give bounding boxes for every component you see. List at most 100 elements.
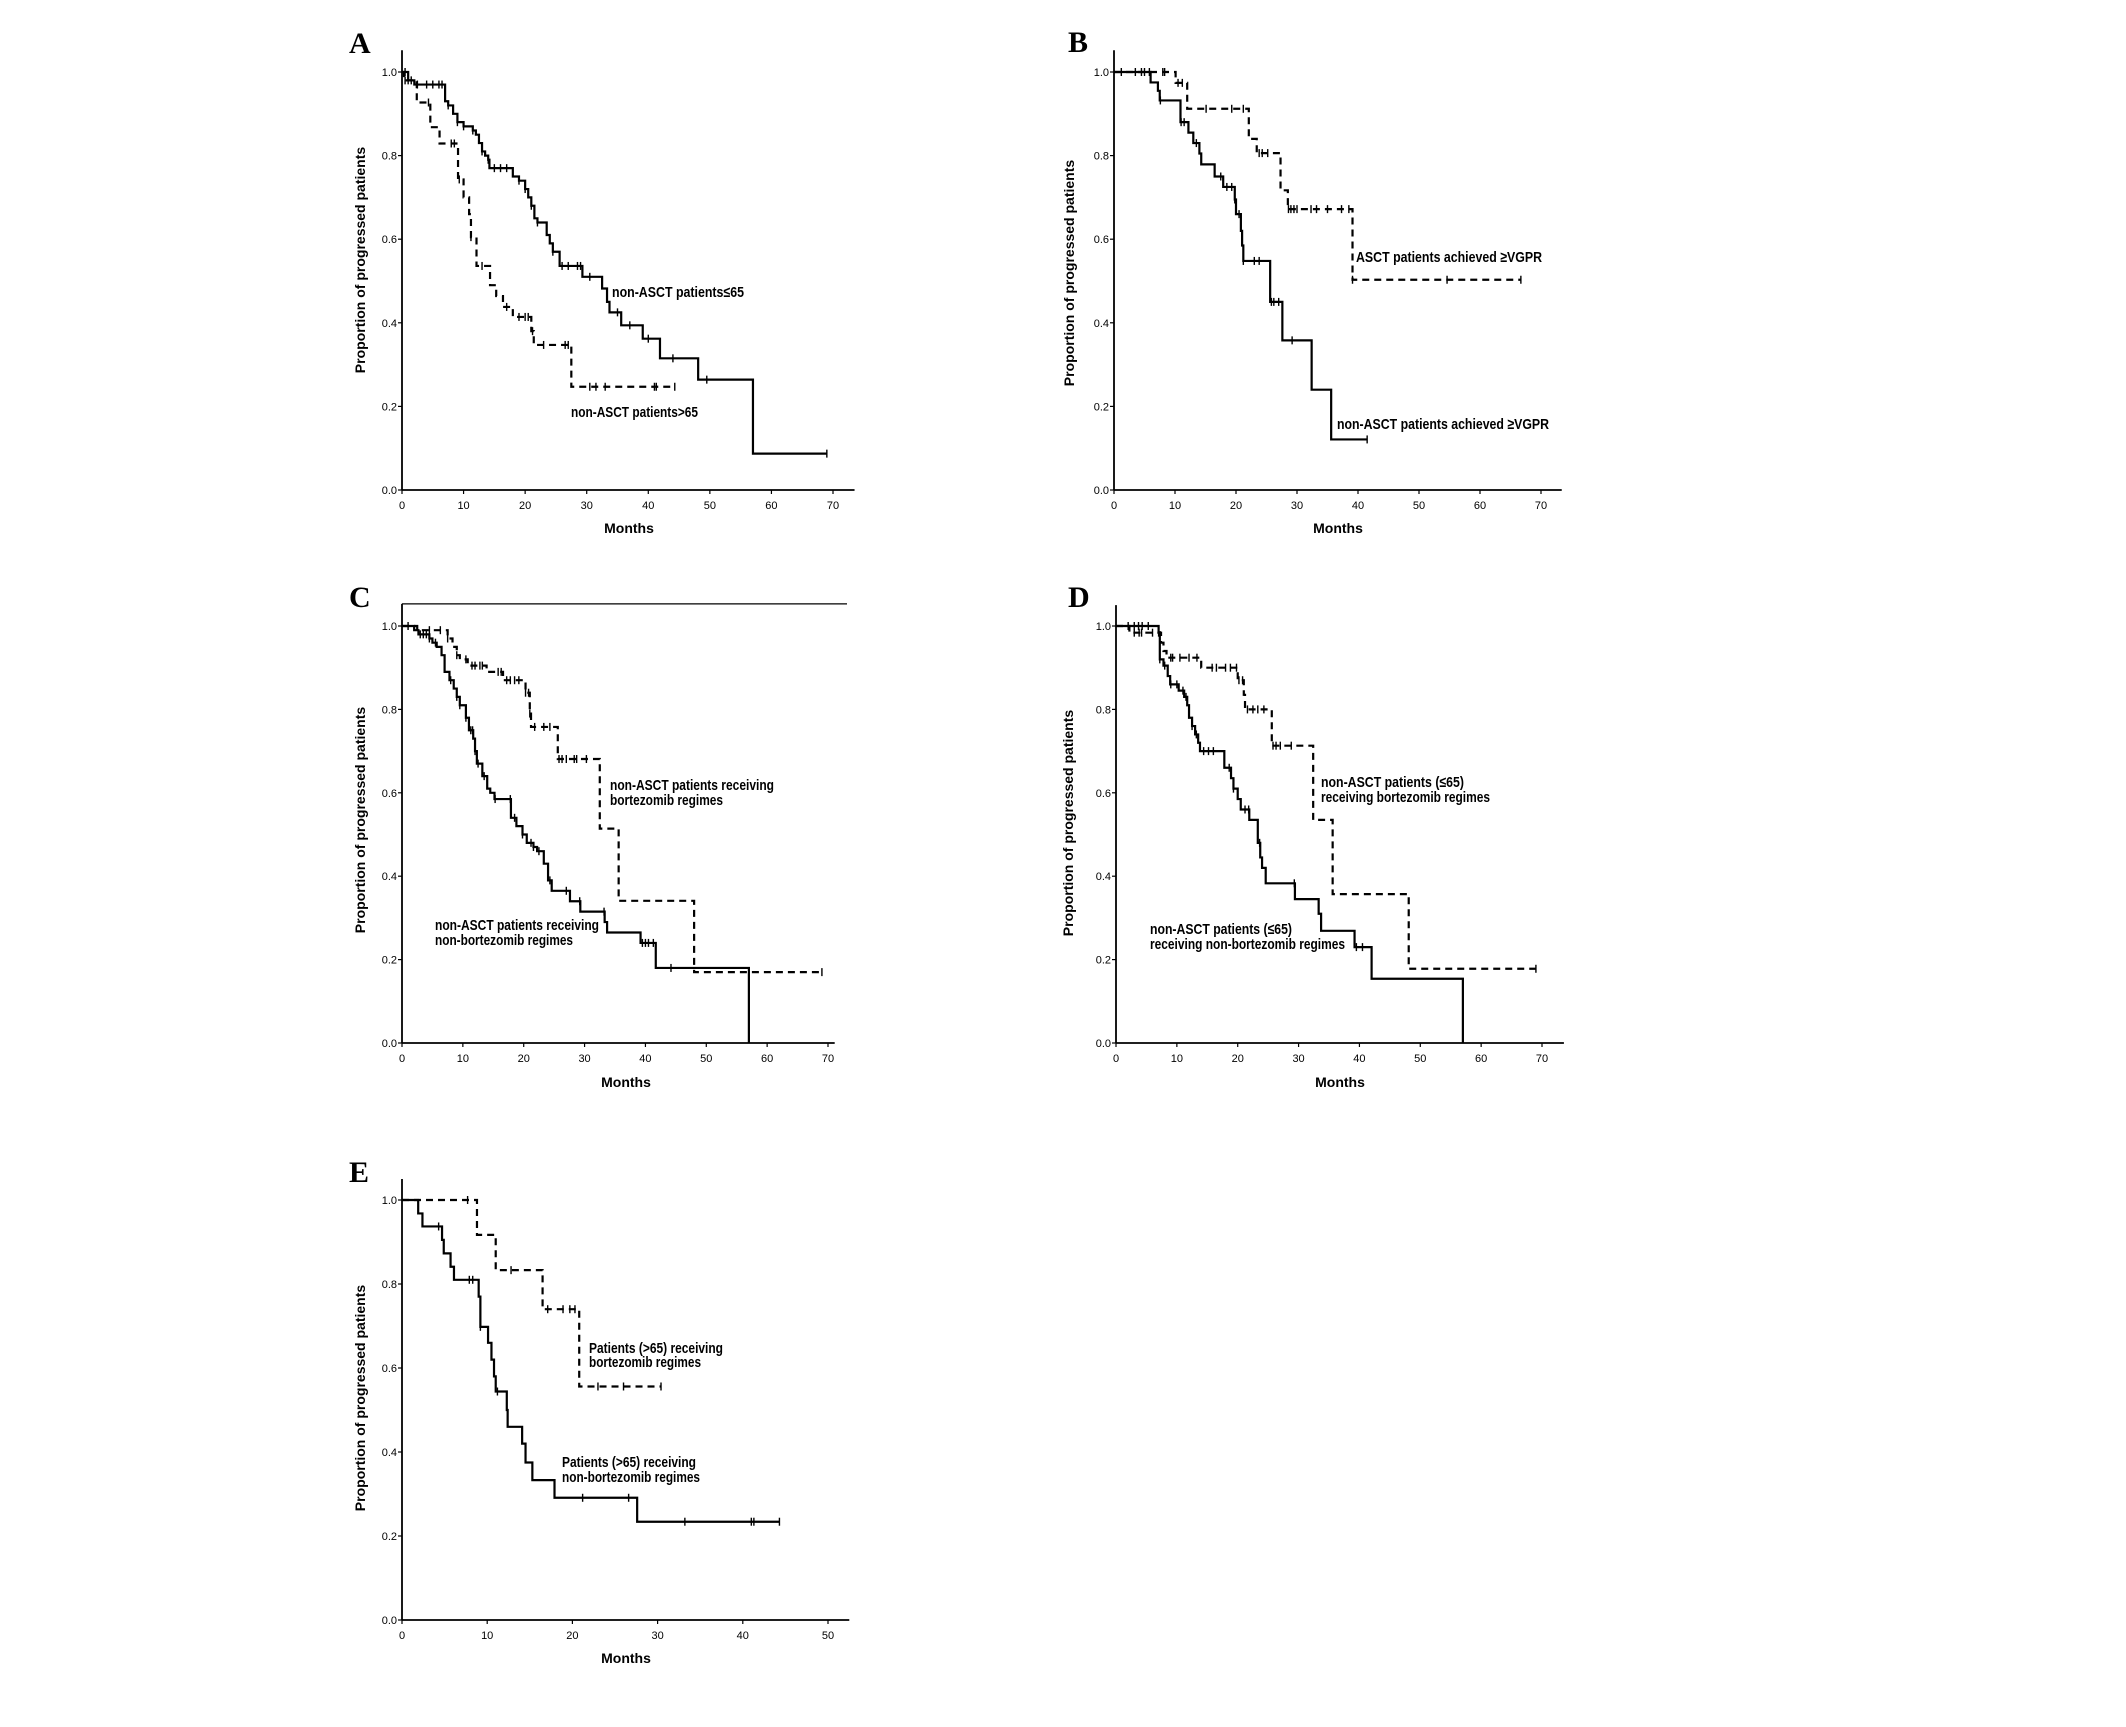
y-tick-label: 0.0 bbox=[382, 485, 397, 497]
km-curve-dashed bbox=[402, 70, 675, 388]
panel-d: D 0.0 0.2 0.4 0.6 0.8 1.0 0 10 20 30 40 50 60 70 Months… bbox=[1060, 581, 1564, 1090]
y-tick-label: 0.2 bbox=[382, 1531, 397, 1543]
x-tick-label: 60 bbox=[761, 1053, 773, 1065]
y-tick-label: 0.6 bbox=[1096, 788, 1111, 800]
x-axis-title: Months bbox=[601, 1650, 651, 1666]
series-label: non-bortezomib regimes bbox=[562, 1469, 700, 1486]
panel-letter: D bbox=[1068, 581, 1090, 614]
x-tick-label: 40 bbox=[1352, 500, 1364, 512]
y-tick-label: 1.0 bbox=[382, 1195, 397, 1207]
y-axis-title: Proportion of progressed patients bbox=[352, 147, 368, 374]
y-axis-title: Proportion of progressed patients bbox=[1061, 160, 1077, 387]
series-label: non-ASCT patients receiving bbox=[435, 917, 599, 934]
x-tick-label: 10 bbox=[1171, 1053, 1183, 1065]
x-tick-label: 0 bbox=[399, 1053, 405, 1065]
x-tick-label: 30 bbox=[581, 500, 593, 512]
y-tick-label: 0.4 bbox=[1094, 318, 1109, 330]
series-label: Patients (>65) receiving bbox=[589, 1340, 723, 1357]
panel-e: E 0.0 0.2 0.4 0.6 0.8 1.0 0 10 20 30 40 50 Months Prop… bbox=[349, 1156, 850, 1666]
x-tick-label: 20 bbox=[518, 1053, 530, 1065]
x-tick-label: 70 bbox=[1535, 500, 1547, 512]
x-tick-label: 10 bbox=[1169, 500, 1181, 512]
y-tick-label: 0.8 bbox=[1096, 704, 1111, 716]
y-tick-label: 0.8 bbox=[1094, 151, 1109, 163]
x-axis-title: Months bbox=[1313, 520, 1363, 536]
x-axis-title: Months bbox=[601, 1074, 651, 1090]
x-axis-title: Months bbox=[604, 520, 654, 536]
panel-b: B 0.0 0.2 0.4 0.6 0.8 1.0 0 10 20 30 40 50 60 70 Months… bbox=[1061, 26, 1562, 536]
km-curve-dashed bbox=[402, 624, 822, 974]
series-label: non-ASCT patients>65 bbox=[571, 404, 698, 421]
x-tick-label: 50 bbox=[700, 1053, 712, 1065]
x-tick-label: 30 bbox=[651, 1630, 663, 1642]
series-label: receiving bortezomib regimes bbox=[1321, 789, 1490, 806]
series-label: non-bortezomib regimes bbox=[435, 932, 573, 949]
y-tick-label: 0.0 bbox=[382, 1615, 397, 1627]
y-tick-label: 0.2 bbox=[1094, 401, 1109, 413]
y-tick-label: 0.6 bbox=[382, 788, 397, 800]
x-tick-label: 10 bbox=[457, 500, 469, 512]
series-label: bortezomib regimes bbox=[610, 792, 723, 809]
km-curve-solid bbox=[402, 70, 827, 455]
y-tick-label: 0.8 bbox=[382, 151, 397, 163]
panel-letter: E bbox=[349, 1156, 369, 1189]
series-label: ASCT patients achieved ≥VGPR bbox=[1356, 249, 1542, 266]
x-tick-label: 40 bbox=[737, 1630, 749, 1642]
km-curve-solid bbox=[402, 1198, 780, 1523]
series-label: non-ASCT patients (≤65) bbox=[1150, 921, 1292, 938]
km-curve-dashed bbox=[1114, 70, 1521, 281]
panel-letter: C bbox=[349, 581, 371, 614]
y-tick-label: 0.4 bbox=[1096, 871, 1111, 883]
x-tick-label: 60 bbox=[765, 500, 777, 512]
y-tick-label: 0.4 bbox=[382, 871, 397, 883]
x-tick-label: 30 bbox=[1292, 1053, 1304, 1065]
x-tick-label: 20 bbox=[519, 500, 531, 512]
x-tick-label: 30 bbox=[578, 1053, 590, 1065]
x-tick-label: 50 bbox=[822, 1630, 834, 1642]
x-tick-label: 40 bbox=[639, 1053, 651, 1065]
y-tick-label: 0.4 bbox=[382, 1447, 397, 1459]
x-tick-label: 10 bbox=[457, 1053, 469, 1065]
x-tick-label: 0 bbox=[399, 1630, 405, 1642]
y-tick-label: 0.2 bbox=[382, 955, 397, 967]
y-tick-label: 0.6 bbox=[382, 1363, 397, 1375]
x-tick-label: 10 bbox=[481, 1630, 493, 1642]
x-tick-label: 60 bbox=[1475, 1053, 1487, 1065]
x-axis-title: Months bbox=[1315, 1074, 1365, 1090]
x-tick-label: 70 bbox=[827, 500, 839, 512]
y-tick-label: 0.2 bbox=[382, 401, 397, 413]
x-tick-label: 70 bbox=[1536, 1053, 1548, 1065]
y-tick-label: 0.0 bbox=[1094, 485, 1109, 497]
x-tick-label: 60 bbox=[1474, 500, 1486, 512]
y-axis-title: Proportion of progressed patients bbox=[352, 1285, 368, 1512]
x-tick-label: 20 bbox=[566, 1630, 578, 1642]
panel-a: A 0.0 0.2 0.4 0.6 0.8 1.0 0 10 20 30 40 50 60 70 Months… bbox=[349, 27, 855, 536]
panel-c: C 0.0 0.2 0.4 0.6 0.8 1.0 0 10 20 30 40 50 60 70 Months… bbox=[349, 581, 847, 1090]
panel-letter: A bbox=[349, 27, 371, 60]
y-tick-label: 0.6 bbox=[382, 234, 397, 246]
km-curve-dashed bbox=[1116, 624, 1536, 970]
y-tick-label: 0.6 bbox=[1094, 234, 1109, 246]
x-tick-label: 40 bbox=[642, 500, 654, 512]
x-tick-label: 50 bbox=[1414, 1053, 1426, 1065]
x-tick-label: 50 bbox=[1413, 500, 1425, 512]
x-tick-label: 0 bbox=[1113, 1053, 1119, 1065]
km-curve-solid bbox=[402, 624, 750, 1043]
km-curve-dashed bbox=[402, 1198, 662, 1388]
series-label: non-ASCT patients achieved ≥VGPR bbox=[1337, 416, 1549, 433]
x-tick-label: 20 bbox=[1232, 1053, 1244, 1065]
y-tick-label: 1.0 bbox=[382, 67, 397, 79]
y-tick-label: 1.0 bbox=[1096, 621, 1111, 633]
series-label: receiving non-bortezomib regimes bbox=[1150, 936, 1345, 953]
y-tick-label: 1.0 bbox=[382, 621, 397, 633]
y-axis-title: Proportion of progressed patients bbox=[352, 707, 368, 934]
series-label: Patients (>65) receiving bbox=[562, 1454, 696, 1471]
panel-letter: B bbox=[1068, 26, 1088, 59]
x-tick-label: 70 bbox=[822, 1053, 834, 1065]
x-tick-label: 30 bbox=[1291, 500, 1303, 512]
x-tick-label: 40 bbox=[1353, 1053, 1365, 1065]
x-tick-label: 50 bbox=[704, 500, 716, 512]
x-tick-label: 20 bbox=[1230, 500, 1242, 512]
series-label: non-ASCT patients≤65 bbox=[612, 284, 744, 301]
